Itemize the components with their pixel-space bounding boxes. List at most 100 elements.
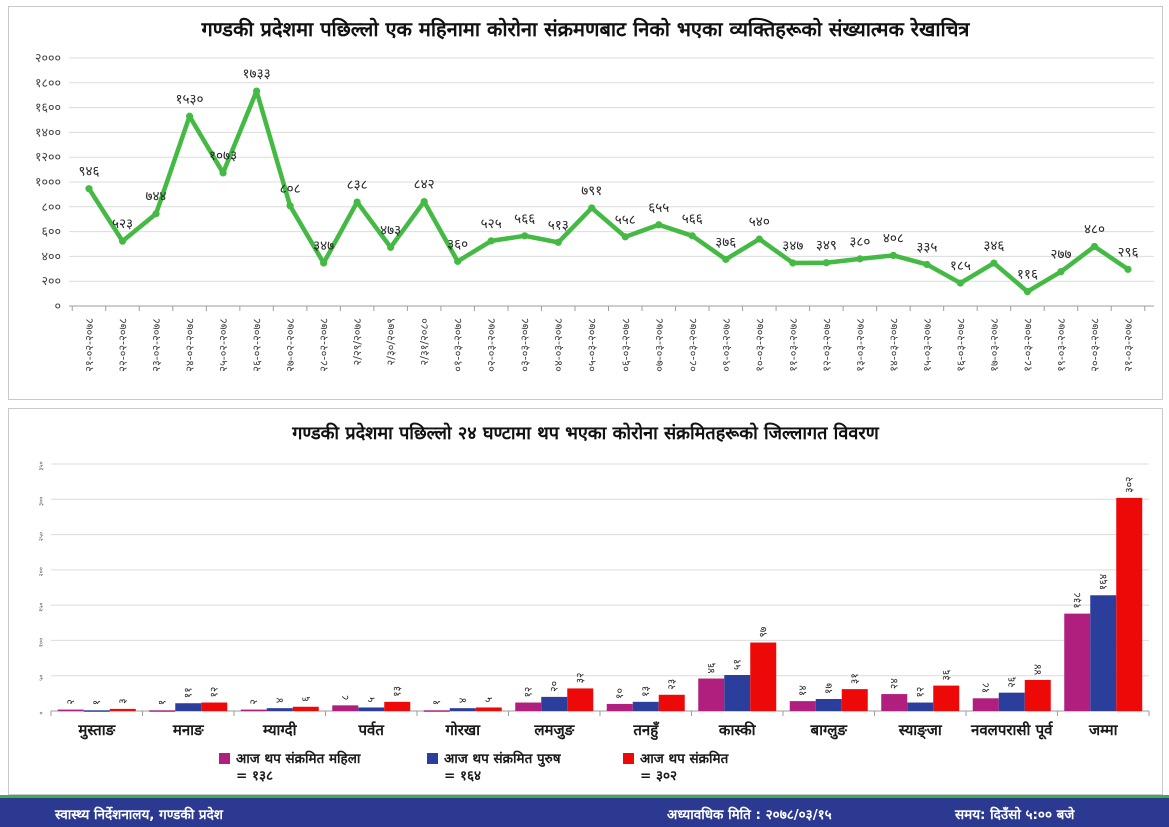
y-axis-tick-label: १००	[38, 638, 45, 647]
bar-value-label: ५१	[732, 659, 744, 670]
bar-value-label: ११	[183, 687, 195, 698]
x-axis-date-label: ०३-०३-२०७८	[519, 318, 532, 372]
bar	[789, 701, 816, 711]
category-label: लमजुङ	[533, 721, 575, 740]
bar-value-label: ४	[457, 698, 469, 703]
bar-value-label: १०	[614, 688, 626, 699]
y-axis-tick-label: २००	[38, 567, 45, 576]
bar	[881, 694, 908, 711]
x-axis-date-label: २/३०/२०७९	[385, 318, 398, 365]
bar-value-label: १७	[823, 683, 835, 694]
data-point-marker	[320, 259, 328, 267]
footer-time: समय: दिउँसो ५:०० बजे	[955, 807, 1075, 823]
data-point-label: १८५	[950, 258, 971, 274]
bar	[358, 707, 385, 711]
bar	[475, 707, 502, 711]
bar	[83, 710, 110, 712]
data-point-marker	[219, 169, 227, 177]
data-point-marker	[286, 202, 294, 210]
data-point-label: ५२३	[112, 216, 133, 232]
category-label: गोरखा	[444, 721, 481, 739]
y-axis-tick-label: ०	[54, 298, 61, 313]
x-axis-date-label: १०-०३-२०७८	[753, 318, 766, 372]
bar	[724, 675, 751, 711]
x-axis-date-label: २२-०२-२०७८	[117, 318, 130, 372]
bar-value-label: १६४	[1098, 574, 1110, 590]
bar-value-label: १३	[392, 686, 404, 697]
data-point-marker	[554, 238, 562, 246]
data-point-label: ५५८	[615, 212, 636, 228]
data-point-label: २९६	[1117, 244, 1138, 260]
x-axis-date-label: १४-०३-२०७८	[887, 318, 900, 372]
legend-swatch-total	[623, 753, 634, 764]
bar-value-label: ५	[366, 697, 378, 702]
legend-value: = ३०२	[640, 768, 678, 784]
bar-chart-title: गण्डकी प्रदेशमा पछिल्लो २४ घण्टामा थप भए…	[292, 423, 879, 444]
x-axis-date-label: २३-०२-२०७८	[150, 318, 163, 372]
data-point-marker	[1090, 242, 1099, 251]
bar	[423, 710, 450, 712]
bar	[1064, 613, 1091, 711]
y-axis-tick-label: १०००	[35, 174, 61, 189]
bar	[698, 678, 725, 711]
bar	[384, 701, 411, 711]
data-point-marker	[118, 237, 127, 245]
bar-value-label: ४६	[706, 663, 718, 674]
data-point-marker	[588, 204, 596, 212]
bar-value-label: २३	[666, 679, 678, 690]
data-point-label: ४०८	[883, 230, 904, 246]
data-point-label: ४८०	[1084, 221, 1105, 237]
data-point-label: १५३०	[176, 91, 204, 107]
data-point-label: ८४२	[414, 177, 435, 193]
x-axis-date-label: ०७-०३-२०७८	[653, 318, 666, 372]
category-label: मुस्ताङ	[77, 721, 116, 740]
footer-bar: स्वास्थ्य निर्देशनालय, गण्डकी प्रदेश अध्…	[0, 795, 1169, 827]
data-point-marker	[990, 259, 998, 267]
bar-value-label: १२	[915, 687, 927, 698]
bar	[515, 702, 542, 711]
x-axis-date-label: २/२९/२०७८	[351, 318, 364, 366]
data-point-label: ९४६	[78, 164, 99, 180]
x-axis-date-label: ०५-०३-२०७८	[586, 318, 599, 372]
bar	[750, 642, 777, 711]
bar	[541, 696, 568, 711]
bar	[815, 699, 842, 711]
y-axis-tick-label: १८००	[35, 75, 61, 90]
data-point-marker	[722, 255, 730, 263]
y-axis-tick-label: ४००	[41, 248, 61, 263]
footer-organization: स्वास्थ्य निर्देशनालय, गण्डकी प्रदेश	[55, 807, 223, 823]
data-point-marker	[420, 197, 428, 206]
x-axis-date-label: ०६-०३-२०७८	[619, 318, 632, 372]
data-point-label: ३४९	[816, 238, 837, 254]
bar-value-label: १८	[980, 682, 992, 693]
bar-value-label: २	[65, 699, 77, 704]
data-point-label: ५६६	[682, 211, 703, 227]
bar-value-label: २०	[549, 681, 561, 692]
data-point-marker	[185, 112, 194, 120]
data-point-label: ३३५	[916, 239, 937, 255]
legend-item-female: आज थप संक्रमित महिला = १३८	[219, 751, 360, 785]
category-label: जम्मा	[1088, 721, 1119, 739]
bar-value-label: ३	[117, 698, 129, 703]
category-label: बाग्लुङ	[810, 721, 849, 740]
bar-value-label: ६	[300, 696, 312, 701]
bar	[449, 708, 476, 711]
data-point-marker	[1057, 268, 1065, 276]
data-point-marker	[889, 251, 897, 260]
data-point-marker	[688, 232, 696, 240]
bar-value-label: १	[431, 700, 443, 705]
x-axis-date-label: १३-०३-२०७८	[854, 318, 867, 372]
x-axis-date-label: २/३१/२०८०	[418, 318, 431, 366]
bar	[266, 708, 293, 711]
y-axis-tick-label: ०	[38, 711, 45, 714]
bar	[907, 702, 934, 711]
x-axis-date-label: ११-०३-२०७८	[787, 318, 800, 372]
y-axis-tick-label: १५०	[38, 602, 45, 611]
y-axis-tick-label: २०००	[35, 50, 61, 65]
legend-swatch-male	[427, 753, 438, 764]
data-point-marker	[1023, 288, 1032, 296]
bar	[149, 710, 176, 712]
footer-updated-date: अध्यावधिक मिति : २०७८/०३/१५	[667, 807, 832, 823]
